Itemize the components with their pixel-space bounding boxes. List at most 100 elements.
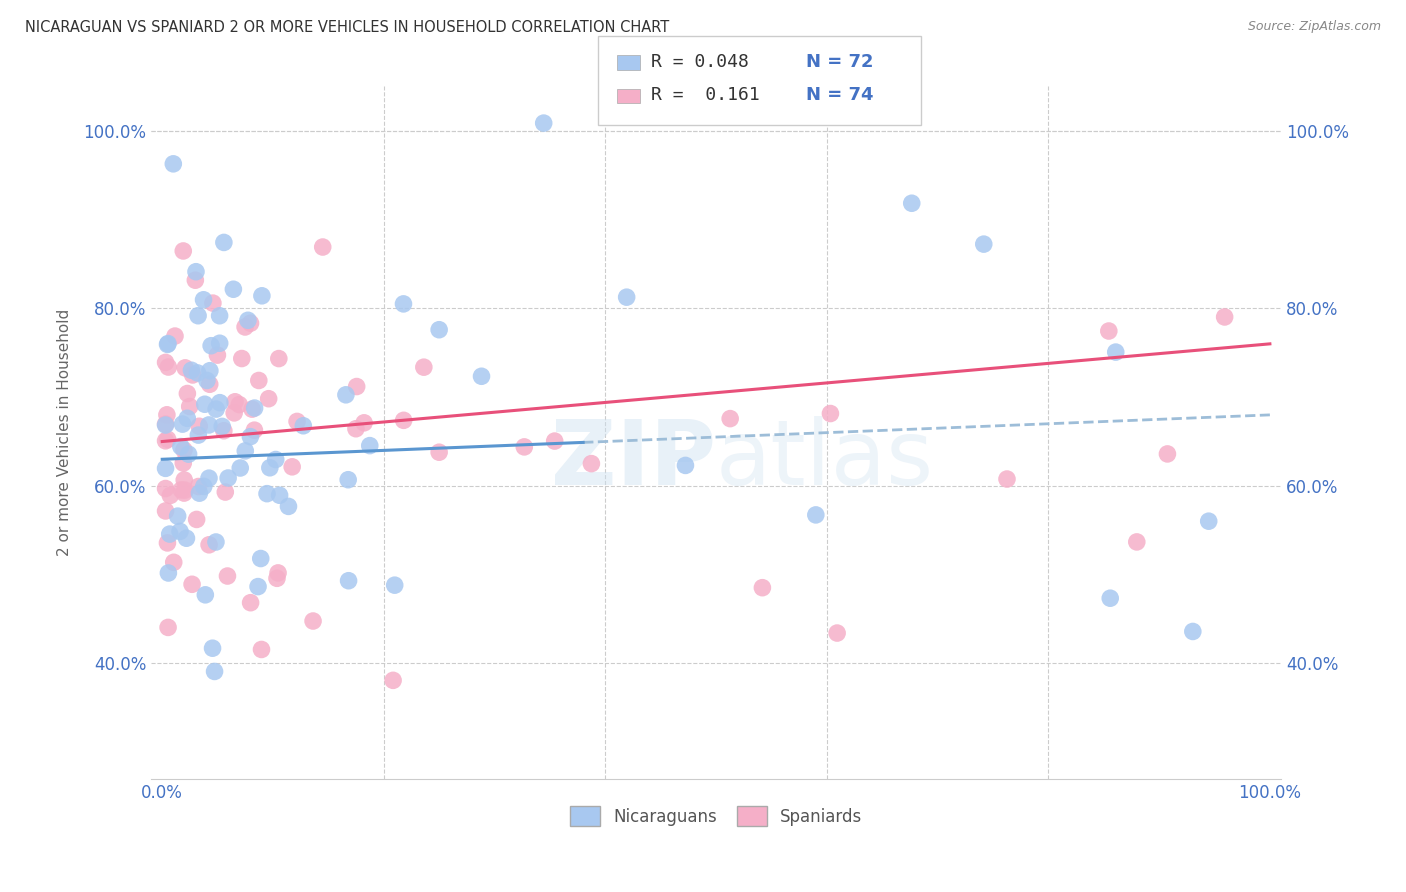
Point (208, 309, 231, 323)
Point (173, 442, 195, 457)
Point (156, 337, 179, 351)
Point (239, 316, 262, 330)
Text: ZIP: ZIP (551, 417, 716, 504)
Point (188, 419, 211, 434)
Point (194, 588, 217, 602)
Point (217, 471, 239, 485)
Point (155, 461, 177, 475)
Point (544, 434, 567, 448)
Point (198, 417, 221, 432)
Point (228, 398, 250, 412)
Point (1156, 447, 1178, 461)
Point (200, 339, 222, 353)
Point (198, 538, 221, 552)
Point (1181, 624, 1204, 639)
Point (900, 196, 922, 211)
Point (1098, 324, 1121, 338)
Point (384, 578, 406, 592)
Point (533, 116, 555, 130)
Point (302, 614, 325, 628)
Point (470, 369, 492, 384)
Point (427, 323, 450, 337)
Point (155, 434, 177, 448)
Point (179, 400, 201, 414)
Point (751, 581, 773, 595)
Point (281, 459, 304, 474)
Point (224, 406, 246, 420)
Point (267, 566, 290, 580)
Point (233, 443, 256, 458)
Point (184, 273, 207, 287)
Point (163, 555, 186, 569)
Point (156, 432, 179, 446)
Point (973, 237, 995, 252)
Point (820, 407, 842, 421)
Point (159, 527, 181, 541)
Point (193, 479, 215, 493)
Point (1105, 345, 1128, 359)
Point (181, 577, 204, 591)
Point (243, 423, 266, 437)
Point (212, 424, 235, 438)
Point (382, 673, 405, 688)
Point (195, 374, 218, 388)
Point (247, 580, 270, 594)
Point (250, 642, 273, 657)
Point (581, 457, 603, 471)
Text: R =  0.161: R = 0.161 (651, 87, 759, 104)
Point (211, 419, 233, 434)
Point (176, 531, 198, 545)
Point (217, 569, 239, 583)
Point (718, 411, 741, 425)
Text: atlas: atlas (716, 417, 934, 504)
Point (159, 488, 181, 502)
Point (157, 620, 180, 634)
Point (224, 394, 246, 409)
Point (337, 473, 360, 487)
Point (344, 422, 367, 436)
Point (170, 483, 193, 497)
Point (312, 240, 335, 254)
Point (257, 392, 280, 406)
Point (173, 473, 195, 487)
Point (166, 509, 188, 524)
Point (337, 574, 360, 588)
Point (222, 282, 245, 296)
Point (163, 329, 186, 343)
Text: N = 74: N = 74 (806, 87, 873, 104)
Point (267, 351, 290, 366)
Point (173, 486, 195, 500)
Point (264, 452, 287, 467)
Point (176, 386, 198, 401)
Point (194, 397, 217, 411)
Point (173, 483, 195, 497)
Point (392, 413, 415, 427)
Point (266, 571, 288, 585)
Point (155, 417, 177, 431)
Point (1213, 310, 1236, 324)
Point (1099, 591, 1122, 606)
Point (292, 418, 315, 433)
Point (156, 408, 179, 422)
Point (1126, 535, 1149, 549)
Point (174, 360, 197, 375)
Point (187, 309, 209, 323)
Point (184, 265, 207, 279)
Point (170, 440, 193, 454)
Point (155, 417, 177, 432)
Point (412, 360, 434, 375)
Point (804, 508, 827, 522)
Point (155, 355, 177, 369)
Point (359, 439, 381, 453)
Point (392, 297, 415, 311)
Point (239, 430, 262, 444)
Point (247, 374, 270, 388)
Point (201, 641, 224, 656)
Point (236, 313, 259, 327)
Point (156, 536, 179, 550)
Point (180, 363, 202, 377)
Point (335, 388, 357, 402)
Point (187, 366, 209, 380)
Point (995, 472, 1018, 486)
Point (201, 296, 224, 310)
